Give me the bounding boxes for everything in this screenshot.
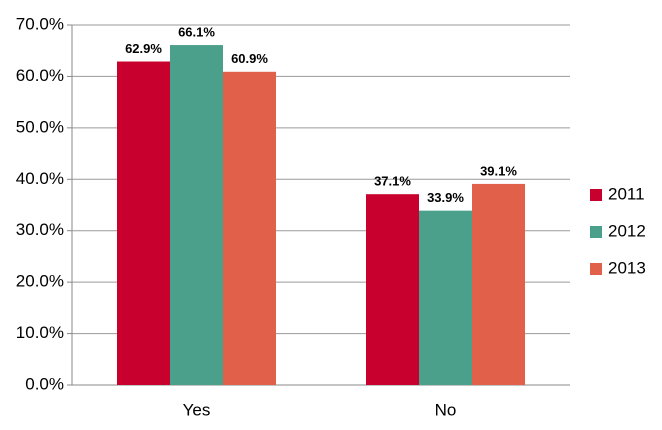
legend-label: 2013 — [608, 258, 646, 277]
value-label: 37.1% — [374, 174, 411, 189]
value-label: 62.9% — [125, 41, 162, 56]
y-tick-label: 20.0% — [16, 272, 64, 291]
y-tick-label: 40.0% — [16, 169, 64, 188]
bar — [366, 194, 419, 385]
value-label: 66.1% — [178, 24, 215, 39]
value-label: 39.1% — [480, 163, 517, 178]
bar — [117, 61, 170, 386]
value-label: 60.9% — [231, 51, 268, 66]
x-tick-label: Yes — [183, 400, 211, 419]
legend-swatch — [590, 226, 602, 238]
value-label: 33.9% — [427, 190, 464, 205]
legend-label: 2011 — [608, 184, 645, 203]
y-tick-label: 10.0% — [16, 323, 64, 342]
y-tick-label: 70.0% — [16, 14, 64, 33]
bar — [419, 210, 472, 385]
legend-swatch — [590, 263, 602, 275]
x-tick-label: No — [435, 400, 457, 419]
y-tick-label: 0.0% — [25, 374, 64, 393]
bar — [170, 45, 223, 386]
bar — [472, 183, 525, 385]
legend-swatch — [590, 189, 602, 201]
y-tick-label: 50.0% — [16, 117, 64, 136]
y-tick-label: 30.0% — [16, 220, 64, 239]
y-tick-label: 60.0% — [16, 66, 64, 85]
bar — [223, 71, 276, 386]
legend-label: 2012 — [608, 221, 646, 240]
